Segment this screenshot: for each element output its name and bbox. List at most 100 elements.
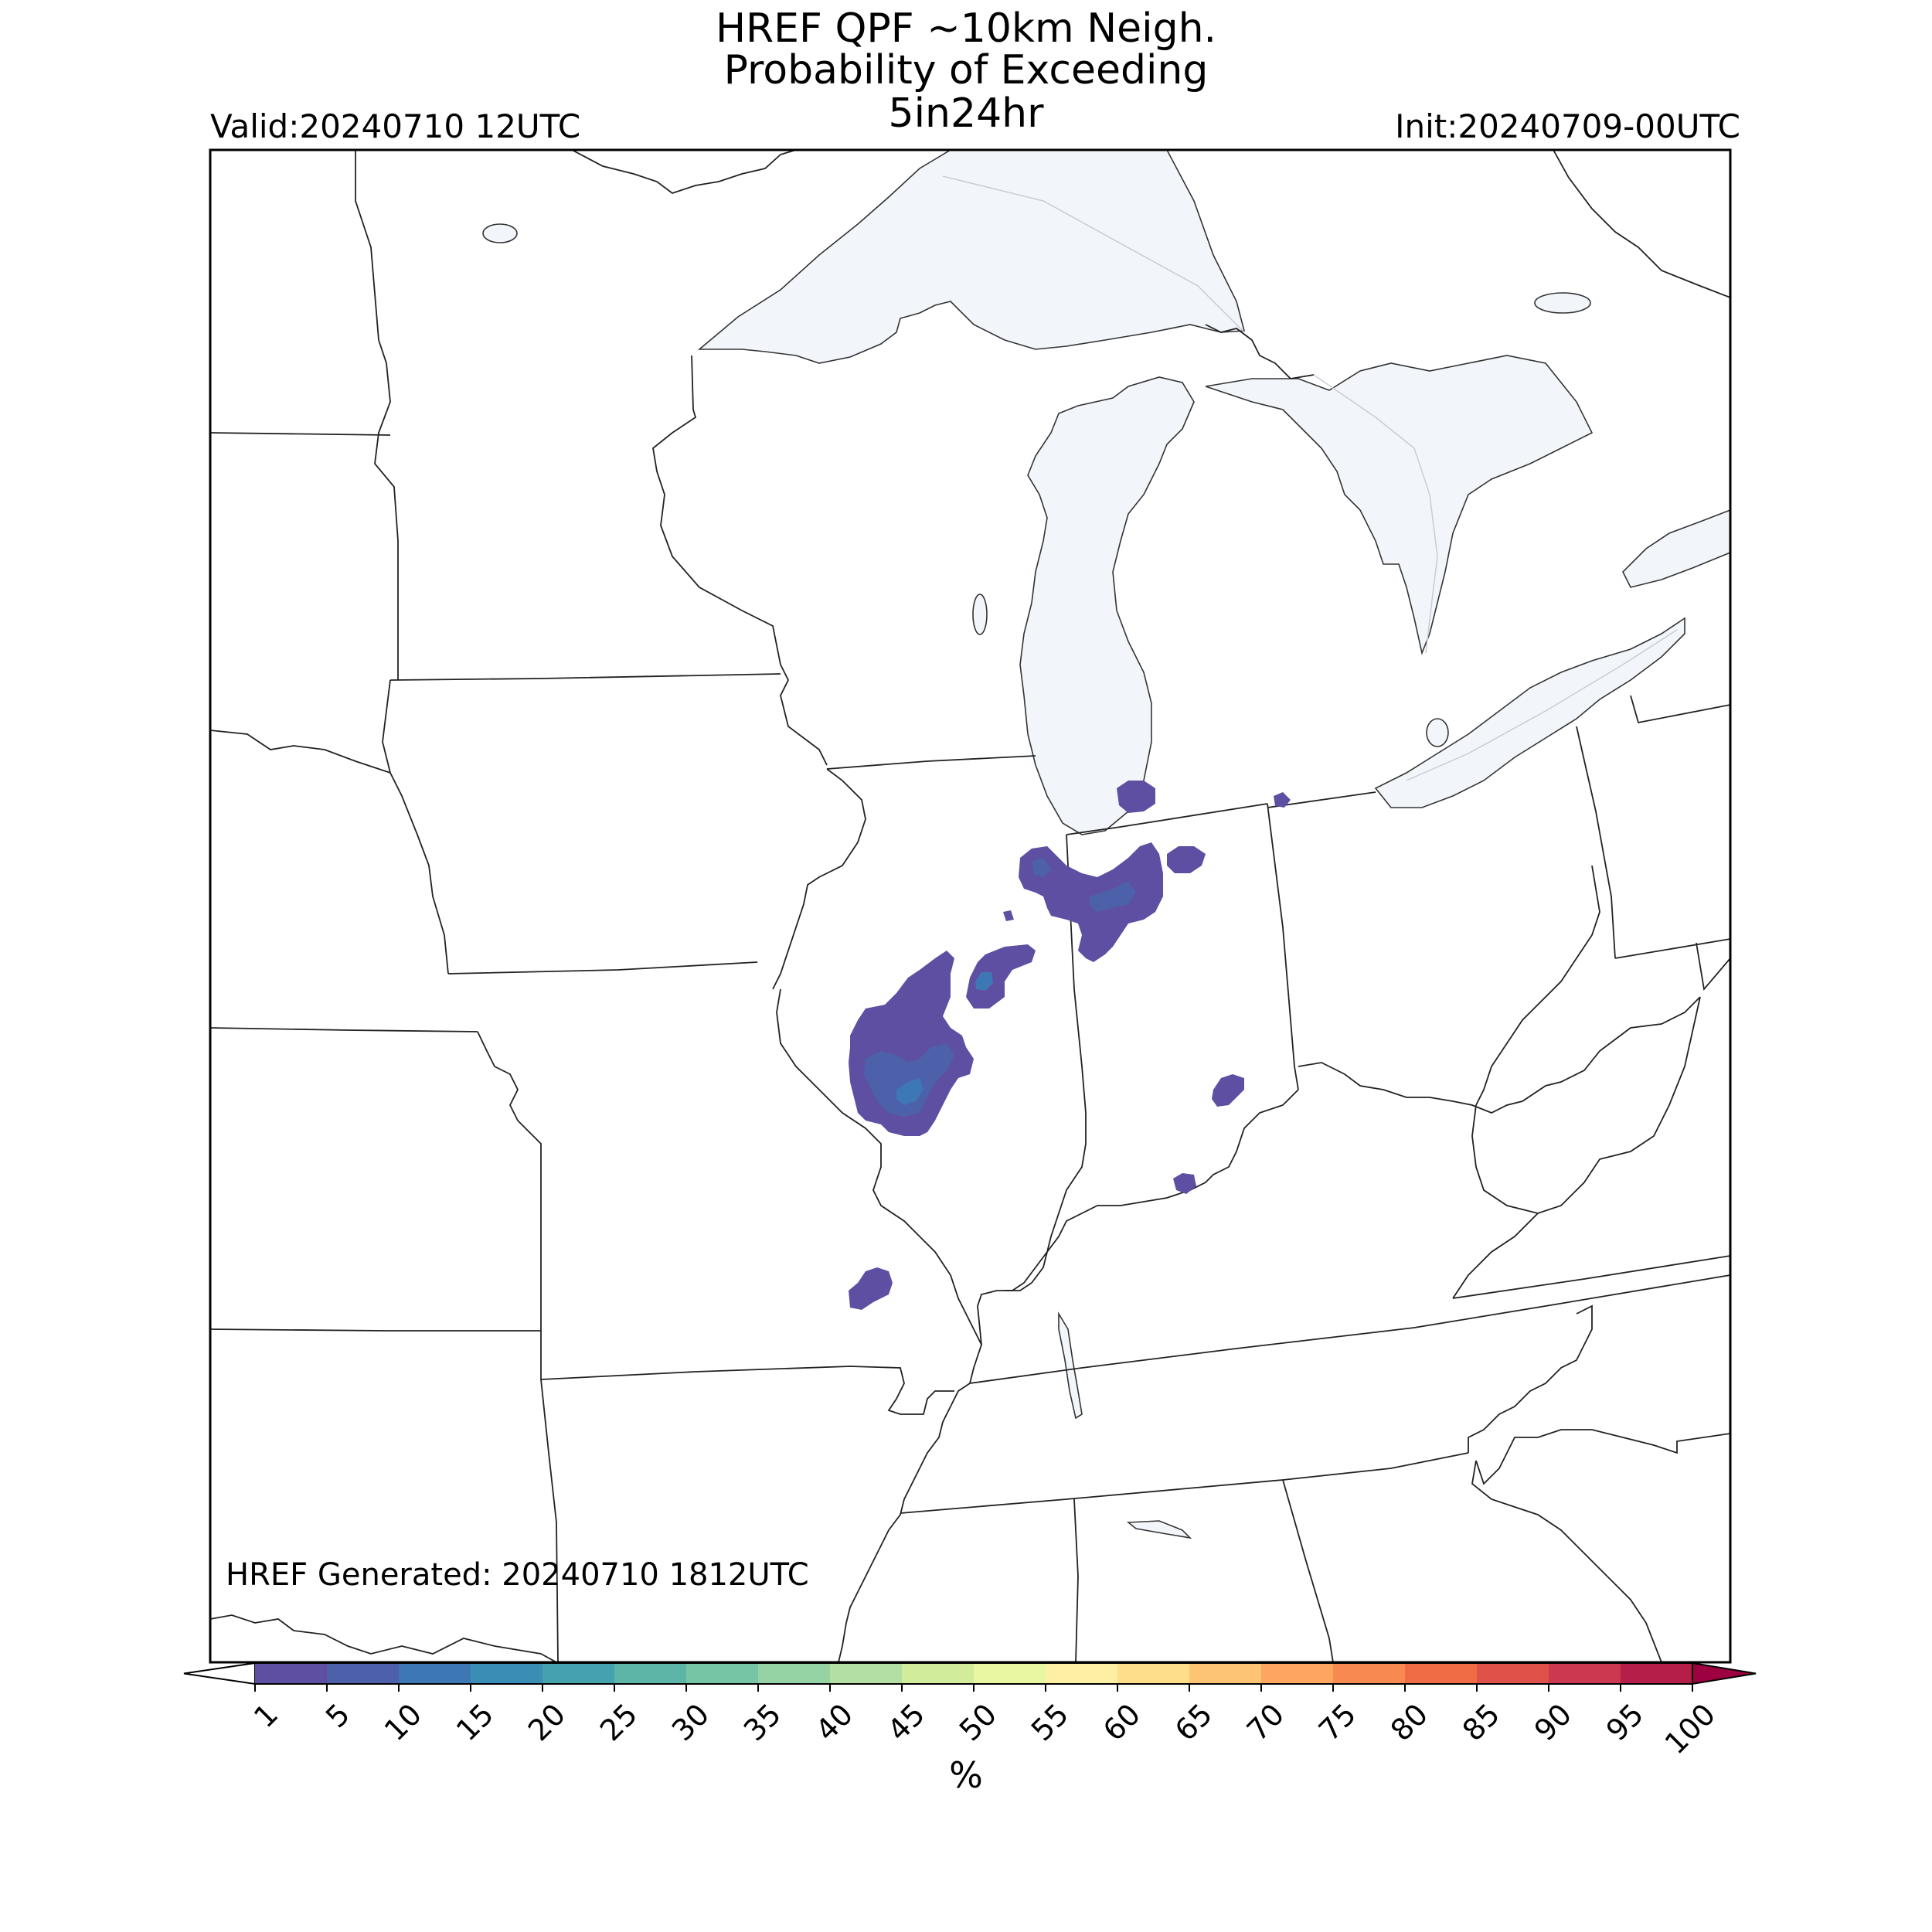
prob-area-sw-michigan bbox=[1117, 781, 1155, 813]
prob-area-chicago-core bbox=[1032, 858, 1136, 912]
missouri-arkansas-border bbox=[540, 1366, 954, 1415]
title-line-1: HREF QPF ~10km Neigh. bbox=[715, 5, 1217, 52]
ga-sc-border bbox=[1471, 1460, 1662, 1662]
indiana-ohio-border bbox=[1267, 803, 1299, 1090]
colorbar-tick-label: 25 bbox=[594, 1697, 644, 1747]
wv-border bbox=[1471, 942, 1730, 1214]
nc-sc-border bbox=[1475, 1429, 1730, 1485]
prob-area-north-illinois-core bbox=[975, 972, 993, 991]
ontario-quebec-border bbox=[1553, 150, 1730, 298]
colorbar-segment bbox=[758, 1663, 831, 1684]
colorbar-tick-label: 20 bbox=[522, 1697, 572, 1747]
alabama-georgia-border bbox=[1282, 1479, 1334, 1662]
kentucky-tennessee-border bbox=[969, 1274, 1730, 1384]
prob-area-se-indiana bbox=[1173, 1173, 1196, 1194]
colorbar-tick-label: 70 bbox=[1240, 1697, 1291, 1747]
virginia-kentucky-border bbox=[1452, 1213, 1539, 1299]
mississippi-alabama-border bbox=[1073, 1498, 1079, 1662]
kentucky-lake bbox=[1058, 1311, 1083, 1420]
lake-huron bbox=[1205, 355, 1594, 655]
title-line-2: Probability of Exceeding bbox=[723, 47, 1209, 94]
colorbar-tick-label: 1 bbox=[247, 1697, 284, 1734]
prob-area-nw-illinois-peak bbox=[896, 1078, 923, 1105]
colorbar-tick-label: 45 bbox=[881, 1697, 931, 1747]
prob-area-small-dot bbox=[1003, 910, 1014, 921]
colorbar-tick-label: 30 bbox=[665, 1697, 716, 1747]
colorbar-segment bbox=[471, 1663, 543, 1684]
pa-ny-border bbox=[1630, 695, 1730, 724]
ohio-river bbox=[977, 1089, 1299, 1345]
sd-iowa-border bbox=[382, 679, 391, 774]
ok-ar-border bbox=[540, 1379, 559, 1662]
prob-area-south-michigan bbox=[1274, 792, 1291, 808]
prob-area-nw-illinois-core bbox=[864, 1043, 954, 1117]
colorbar-segment bbox=[1405, 1663, 1478, 1684]
lake-st-clair bbox=[1426, 718, 1449, 747]
guntersville-lake bbox=[1126, 1520, 1192, 1539]
colorbar-tick-label: 75 bbox=[1312, 1697, 1362, 1747]
tennessee-alabama-border bbox=[900, 1452, 1469, 1514]
pa-md-border bbox=[1614, 938, 1730, 959]
colorbar-segment bbox=[1261, 1663, 1334, 1684]
init-time-label: Init:20240709-00UTC bbox=[1395, 107, 1740, 145]
erie-border bbox=[1406, 629, 1678, 781]
water-borders bbox=[942, 175, 1678, 781]
generated-label: HREF Generated: 20240710 1812UTC bbox=[226, 1557, 809, 1593]
nebraska-kansas-border bbox=[210, 1027, 478, 1032]
colorbar-unit-label: % bbox=[949, 1754, 983, 1796]
colorbar-segment bbox=[327, 1663, 400, 1684]
colorbar-segment bbox=[399, 1663, 471, 1684]
colorbar-segment bbox=[974, 1663, 1046, 1684]
colorbar-segment bbox=[1477, 1663, 1549, 1684]
colorbar-segment bbox=[614, 1663, 687, 1684]
colorbar-tick-label: 85 bbox=[1456, 1697, 1506, 1747]
ohio-wv-border bbox=[1475, 865, 1600, 1106]
iowa-illinois-border bbox=[772, 768, 866, 990]
illinois-indiana-border bbox=[1005, 834, 1087, 1291]
minnesota-wisconsin-border bbox=[355, 150, 399, 680]
iowa-missouri-border bbox=[447, 961, 758, 975]
colorbar-segment bbox=[1189, 1663, 1262, 1684]
tennessee-nc-border bbox=[1468, 1304, 1593, 1453]
colorbar-segment bbox=[902, 1663, 975, 1684]
missouri-illinois-border bbox=[776, 988, 982, 1384]
colorbar-tick-label: 10 bbox=[378, 1697, 428, 1747]
colorbar-tick-label: 95 bbox=[1600, 1697, 1650, 1747]
canada-us-border-west bbox=[571, 150, 797, 195]
michigan-upper-border bbox=[1205, 324, 1315, 379]
ohio-kentucky-border bbox=[1298, 996, 1701, 1114]
lake-ontario bbox=[1622, 509, 1730, 588]
ohio-pa-border bbox=[1576, 726, 1616, 959]
colorbar: 1 5 10 15 20 25 30 35 40 45 50 55 60 65 70 75 80 85 90 95 10… bbox=[183, 1662, 1757, 1760]
indiana-michigan-border bbox=[1066, 803, 1268, 835]
wisconsin-illinois-border bbox=[826, 755, 1036, 770]
colorbar-segment bbox=[686, 1663, 759, 1684]
colorbar-segment bbox=[1046, 1663, 1118, 1684]
superior-border bbox=[942, 175, 1245, 333]
sd-ne-border bbox=[210, 730, 391, 774]
colorbar-tick-label: 55 bbox=[1025, 1697, 1075, 1747]
probability-field bbox=[849, 781, 1291, 1310]
colorbar-tick-label: 40 bbox=[809, 1697, 859, 1747]
kansas-missouri-border bbox=[477, 1031, 542, 1379]
mississippi-river-south bbox=[838, 1383, 971, 1662]
colorbar-tick-label: 65 bbox=[1168, 1697, 1219, 1747]
colorbar-tick-label: 90 bbox=[1528, 1697, 1578, 1747]
colorbar-tick-label: 80 bbox=[1384, 1697, 1434, 1747]
lake-winnebago bbox=[972, 594, 988, 635]
state-borders bbox=[210, 150, 1730, 1662]
valid-time-label: Valid:20240710 12UTC bbox=[210, 107, 581, 145]
colorbar-tick-label: 15 bbox=[450, 1697, 500, 1747]
colorbar-tick-label: 5 bbox=[319, 1697, 356, 1734]
colorbar-tick-label: 100 bbox=[1658, 1697, 1722, 1760]
southern-coast bbox=[210, 1614, 557, 1662]
lake-mille-lacs bbox=[482, 223, 518, 243]
prob-area-nw-indiana bbox=[1167, 846, 1206, 873]
lake-michigan bbox=[1019, 376, 1195, 835]
prob-area-south-illinois bbox=[849, 1267, 893, 1310]
colorbar-segment bbox=[1333, 1663, 1406, 1684]
north-dakota-minnesota-border bbox=[210, 432, 391, 436]
colorbar-under-extend bbox=[183, 1662, 256, 1685]
colorbar-segment bbox=[1621, 1663, 1693, 1684]
